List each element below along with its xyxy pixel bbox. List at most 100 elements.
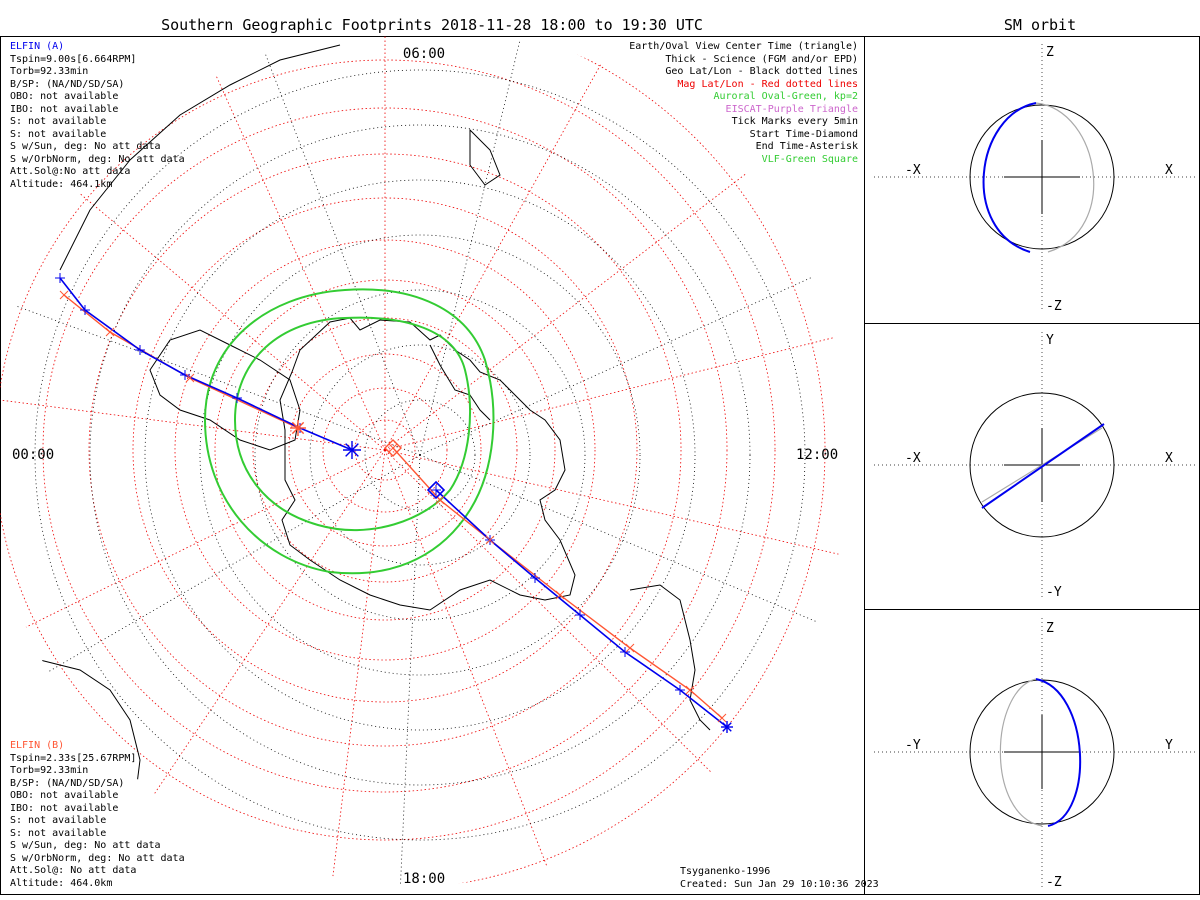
orbit-title: SM orbit — [1004, 16, 1076, 34]
elfin-a-line: Tspin=9.00s[6.664RPM] — [10, 54, 136, 65]
panel-label-bottom: -Z — [1046, 875, 1062, 890]
elfin-b-tick — [685, 685, 695, 695]
orbit-tracks — [55, 273, 733, 733]
sm-orbit-panels: Z -Z -X X Y -Y -X X Z — [864, 36, 1200, 895]
elfin-a-name: ELFIN (A) — [10, 41, 64, 52]
mag-grid — [0, 36, 850, 885]
orbit-path-a — [981, 423, 1105, 509]
elfin-b-tick — [435, 495, 445, 505]
orbit-path-a — [982, 102, 1037, 253]
elfin-b-tick — [717, 713, 727, 723]
lt-label-left: 00:00 — [12, 447, 54, 463]
elfin-a-line: Att.Sol@:No att data — [10, 166, 130, 177]
legend-item: Auroral Oval-Green, kp=2 — [714, 91, 859, 102]
elfin-a-track-end — [435, 489, 728, 728]
lt-label-right: 12:00 — [796, 447, 838, 463]
panel-label-left: -X — [905, 163, 921, 178]
elfin-a-start-diamond — [426, 480, 446, 500]
elfin-a-line: IBO: not available — [10, 104, 118, 115]
elfin-a-end-asterisk — [345, 443, 359, 457]
elfin-a-line: OBO: not available — [10, 91, 118, 102]
elfin-b-tick — [59, 290, 69, 300]
panel-label-top: Z — [1046, 45, 1054, 60]
legend-item: Geo Lat/Lon - Black dotted lines — [665, 66, 858, 77]
legend-item: Tick Marks every 5min — [732, 116, 858, 127]
elfin-a-edge-asterisk — [722, 722, 732, 732]
legend-item: Thick - Science (FGM and/or EPD) — [665, 54, 858, 65]
elfin-b-line: S: not available — [10, 815, 106, 826]
elfin-b-line: IBO: not available — [10, 803, 118, 814]
legend-item: Earth/Oval View Center Time (triangle) — [629, 41, 858, 52]
elfin-b-line: S w/OrbNorm, deg: No att data — [10, 853, 185, 864]
elfin-b-line: B/SP: (NA/ND/SD/SA) — [10, 778, 124, 789]
elfin-b-line: Tspin=2.33s[25.67RPM] — [10, 753, 136, 764]
orbit-path-a — [1035, 678, 1082, 827]
auroral-ovals — [203, 288, 495, 575]
panel-label-top: Y — [1046, 333, 1054, 348]
elfin-b-end-asterisk — [291, 421, 305, 435]
elfin-b-name: ELFIN (B) — [10, 740, 64, 751]
antarctica-coast — [279, 317, 576, 611]
orbit-panel-xy: Y -Y -X X — [874, 332, 1196, 600]
antarctic-peninsula — [429, 344, 491, 421]
elfin-b-line: Altitude: 464.0km — [10, 878, 112, 889]
globe-limb — [59, 44, 341, 271]
auroral-oval-outer — [203, 288, 495, 575]
legend-item: VLF-Green Square — [762, 154, 858, 165]
panel-label-top: Z — [1046, 621, 1054, 636]
elfin-b-tick — [625, 643, 635, 653]
elfin-a-line: S: not available — [10, 116, 106, 127]
panel-label-right: Y — [1165, 738, 1173, 753]
elfin-a-line: Torb=92.33min — [10, 66, 88, 77]
elfin-b-line: OBO: not available — [10, 790, 118, 801]
elfin-a-line: S w/OrbNorm, deg: No att data — [10, 154, 185, 165]
elfin-a-info: ELFIN (A) Tspin=9.00s[6.664RPM] Torb=92.… — [10, 41, 185, 190]
elfin-b-line: Torb=92.33min — [10, 765, 88, 776]
elfin-b-info: ELFIN (B) Tspin=2.33s[25.67RPM] Torb=92.… — [10, 740, 185, 889]
auroral-oval-inner — [233, 316, 471, 532]
legend-item: Start Time-Diamond — [750, 129, 858, 140]
elfin-b-line: S: not available — [10, 828, 106, 839]
polar-map — [0, 36, 850, 885]
elfin-b-tick — [555, 590, 565, 600]
elfin-a-line: S w/Sun, deg: No att data — [10, 141, 161, 152]
legend-item: Mag Lat/Lon - Red dotted lines — [677, 79, 858, 90]
panel-label-bottom: -Y — [1046, 585, 1062, 600]
orbit-panel-yz: Z -Z -Y Y — [874, 618, 1196, 890]
main-title: Southern Geographic Footprints 2018-11-2… — [161, 16, 703, 34]
geo-grid — [0, 39, 850, 885]
orbit-panel-frame — [864, 323, 1200, 610]
lt-label-top: 06:00 — [403, 46, 445, 62]
orbit-path-b — [1035, 102, 1095, 253]
panel-label-left: -Y — [905, 738, 921, 753]
model-label: Tsyganenko-1996 — [680, 866, 770, 877]
elfin-b-line: Att.Sol@: No att data — [10, 865, 136, 876]
legend: Earth/Oval View Center Time (triangle) T… — [629, 41, 858, 165]
earth-circle — [969, 392, 1115, 538]
legend-item: EISCAT-Purple Triangle — [726, 104, 858, 115]
panel-label-bottom: -Z — [1046, 299, 1062, 314]
panel-label-left: -X — [905, 451, 921, 466]
elfin-a-line: S: not available — [10, 129, 106, 140]
created-label: Created: Sun Jan 29 10:10:36 2023 — [680, 879, 879, 890]
legend-item: End Time-Asterisk — [756, 141, 858, 152]
lt-label-bottom: 18:00 — [403, 871, 445, 887]
coastlines — [39, 44, 711, 861]
elfin-b-start-diamond — [384, 439, 402, 457]
orbit-panel-xz: Z -Z -X X — [874, 44, 1196, 314]
earth-circle — [969, 104, 1115, 250]
panel-label-right: X — [1165, 163, 1173, 178]
australia-coast — [149, 329, 301, 451]
panel-label-right: X — [1165, 451, 1173, 466]
orbit-path-b — [999, 678, 1043, 827]
elfin-b-line: S w/Sun, deg: No att data — [10, 840, 161, 851]
orbit-panel-frame — [864, 36, 1200, 324]
elfin-b-tick — [105, 327, 115, 337]
elfin-b-tick — [485, 535, 495, 545]
south-america-coast — [629, 584, 711, 731]
elfin-b-tick — [388, 443, 398, 453]
new-zealand — [469, 128, 501, 186]
elfin-a-line: Altitude: 464.1km — [10, 179, 112, 190]
elfin-a-line: B/SP: (NA/ND/SD/SA) — [10, 79, 124, 90]
